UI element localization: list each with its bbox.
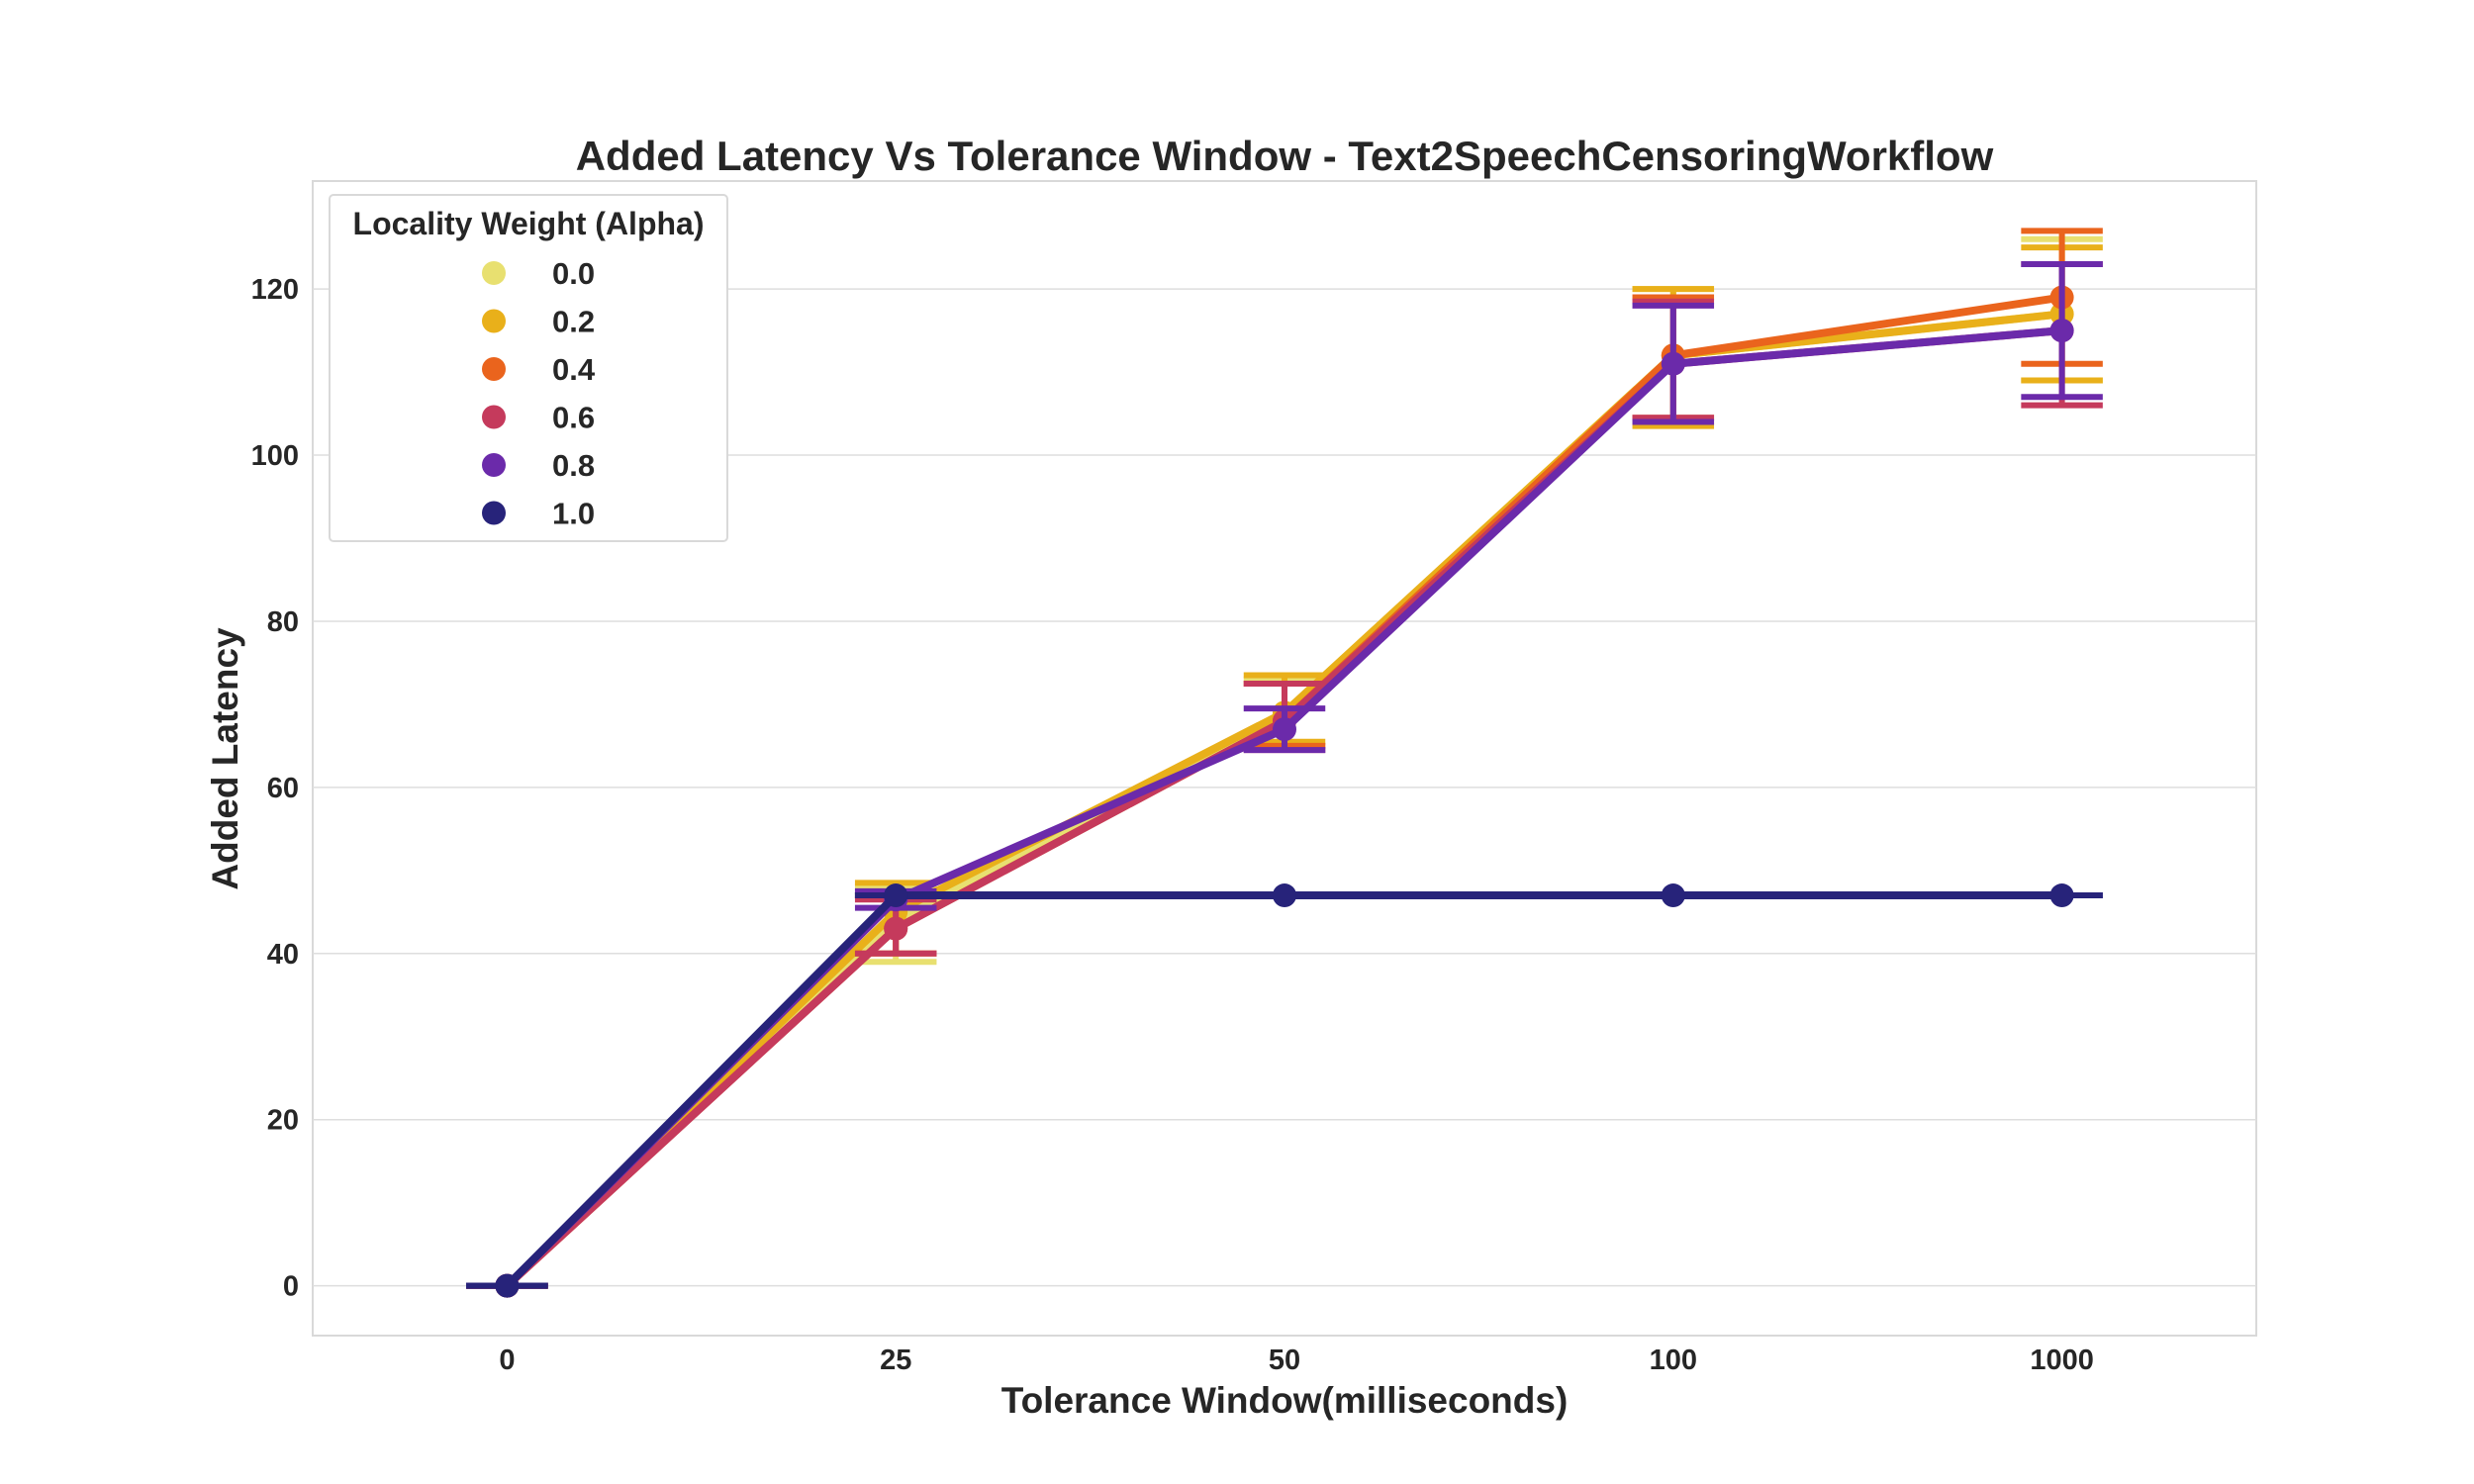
data-point (1661, 351, 1685, 376)
data-point (1661, 883, 1685, 908)
legend-item: 0.6 (482, 401, 595, 435)
legend-items: 0.0 0.2 0.4 0.6 0.8 1.0 (482, 256, 596, 531)
legend-label: 0.4 (552, 352, 596, 387)
legend-item: 0.2 (482, 305, 595, 339)
x-tick-label: 0 (499, 1345, 515, 1376)
data-point (495, 1273, 520, 1298)
legend-box (329, 194, 728, 542)
data-point (2049, 319, 2074, 343)
y-tick-label: 100 (251, 440, 299, 472)
legend-label: 0.6 (552, 401, 595, 435)
y-tick-label: 20 (267, 1105, 299, 1137)
legend-marker (482, 357, 506, 381)
y-tick-label: 120 (251, 274, 299, 306)
legend-marker (482, 453, 506, 477)
x-axis-label: Tolerance Window(milliseconds) (1001, 1380, 1569, 1421)
x-axis-ticks: 0 25 50 100 1000 (499, 1345, 2094, 1376)
x-tick-label: 100 (1650, 1345, 1697, 1376)
legend-item: 1.0 (482, 497, 595, 531)
grid-lines (313, 288, 2256, 1287)
legend-marker (482, 405, 506, 429)
y-tick-label: 40 (267, 939, 299, 971)
x-tick-label: 1000 (2030, 1345, 2094, 1376)
legend-label: 1.0 (552, 497, 595, 531)
legend-label: 0.2 (552, 305, 595, 339)
data-point (1273, 717, 1296, 742)
legend-title: Locality Weight (Alpha) (353, 206, 705, 241)
legend-marker (482, 261, 506, 285)
data-point (884, 883, 908, 908)
legend-label: 0.8 (552, 448, 595, 483)
legend-marker (482, 309, 506, 333)
series-1.0 (466, 883, 2103, 1298)
y-axis-ticks: 0 20 40 60 80 100 120 (251, 274, 299, 1302)
y-tick-label: 80 (267, 606, 299, 638)
series-layer (466, 228, 2103, 1298)
legend-item: 0.8 (482, 448, 595, 483)
legend: Locality Weight (Alpha) 0.0 0.2 0.4 0.6 0.8 1… (329, 194, 728, 542)
data-point (1273, 883, 1296, 908)
y-tick-label: 60 (267, 773, 299, 804)
y-tick-label: 0 (283, 1271, 299, 1303)
legend-item: 0.0 (482, 256, 595, 291)
legend-item: 0.4 (482, 352, 596, 387)
chart-title: Added Latency Vs Tolerance Window - Text… (576, 133, 1994, 179)
legend-marker (482, 501, 506, 525)
data-point (2049, 883, 2074, 908)
x-tick-label: 50 (1269, 1345, 1300, 1376)
data-point (884, 916, 908, 941)
y-axis-label: Added Latency (205, 627, 245, 890)
x-tick-label: 25 (880, 1345, 911, 1376)
legend-label: 0.0 (552, 256, 595, 291)
